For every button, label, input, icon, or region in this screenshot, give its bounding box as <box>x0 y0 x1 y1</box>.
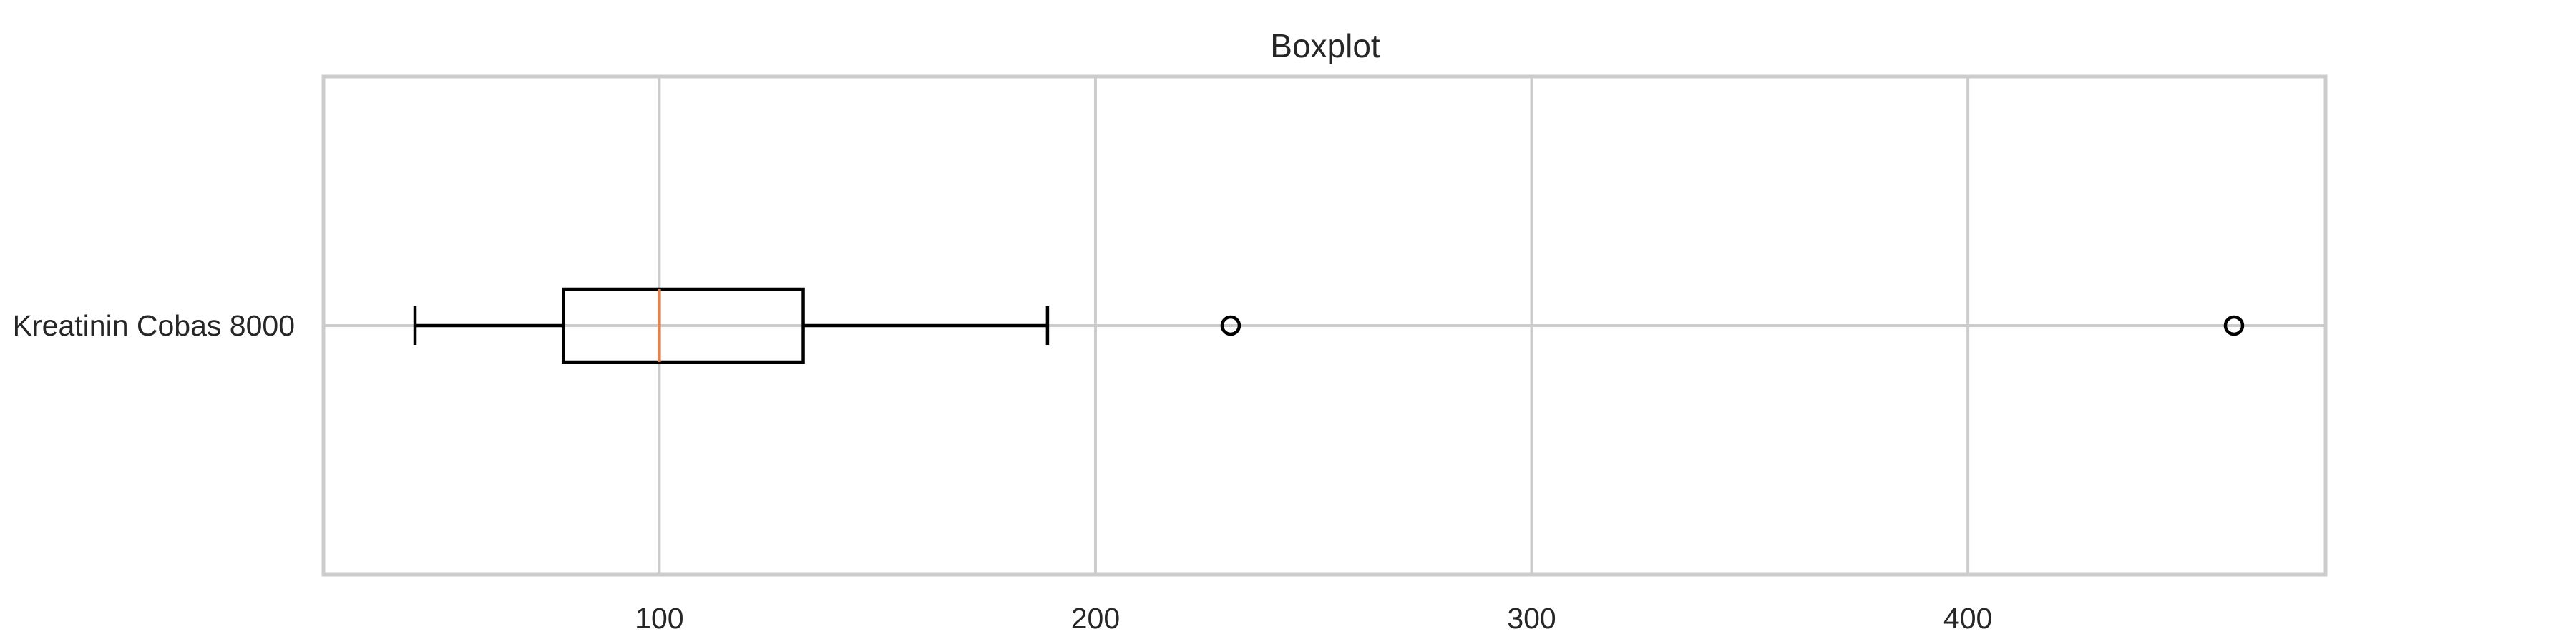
x-tick-label-100: 100 <box>635 602 683 635</box>
chart-title: Boxplot <box>1270 27 1380 64</box>
y-tick-label: Kreatinin Cobas 8000 <box>13 309 295 342</box>
x-tick-label-300: 300 <box>1507 602 1556 635</box>
axis-ticks: 100 200 300 400 Kreatinin Cobas 8000 <box>13 309 1993 635</box>
x-tick-label-400: 400 <box>1943 602 1992 635</box>
outlier-point-2 <box>2223 315 2245 336</box>
grid-lines <box>323 77 2326 575</box>
iqr-box <box>562 287 805 364</box>
plot-frame <box>321 74 2328 577</box>
x-tick-label-200: 200 <box>1071 602 1120 635</box>
outlier-point-1 <box>1220 315 1241 336</box>
plot-border <box>321 74 2328 577</box>
box-elements <box>413 287 2245 364</box>
